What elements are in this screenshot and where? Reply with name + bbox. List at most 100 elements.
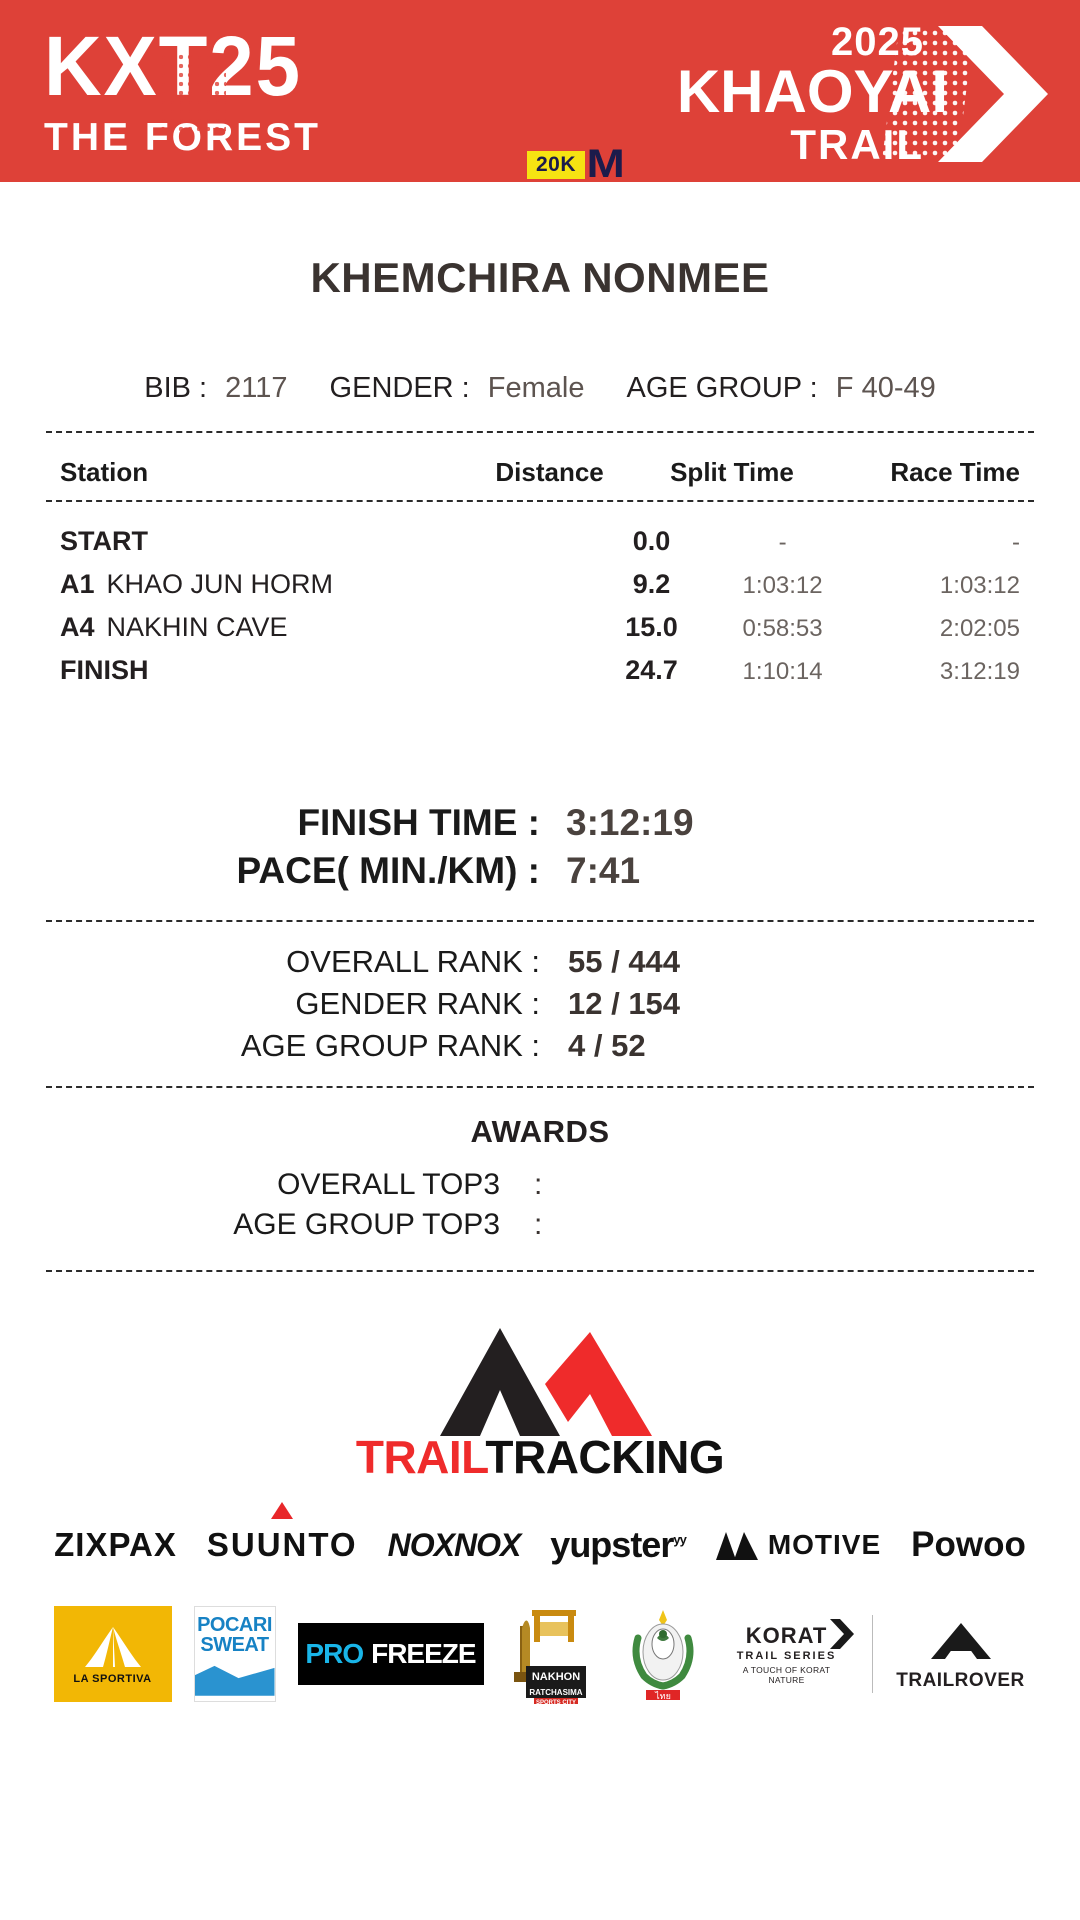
distance-cell: 9.2 [632,569,671,599]
sponsor-row-secondary: LA SPORTIVA POCARI SWEAT PRO FREEZE NAKH… [0,1602,1080,1706]
sponsor-trailrover: TRAILROVER [895,1617,1027,1692]
dot-pattern-icon [882,30,974,160]
pocari-wave-icon [194,1665,275,1696]
finish-time-value: 3:12:19 [566,802,694,843]
trailrover-mountain-icon [930,1622,991,1659]
race-cell: 2:02:05 [939,615,1020,642]
col-race-time: Race Time [890,457,1020,487]
la-sportiva-mountain-icon [84,1627,141,1667]
overall-rank-value: 55 / 444 [568,944,681,979]
distance-badge-label: 20K [527,151,586,179]
sponsor-korat-trail-series: KORAT TRAIL SERIES A TOUCH OF KORAT NATU… [724,1619,854,1685]
brand-word-trail: TRAIL [355,1431,486,1483]
svg-text:NAKHON: NAKHON [531,1671,579,1683]
x-mark-icon [938,26,1048,162]
profreeze-pro: PRO [305,1638,364,1669]
pace-label: PACE( MIN./KM) : [236,850,541,891]
event-logo-kxt: KXT25 THE FOREST [44,24,321,157]
race-cell: 3:12:19 [939,658,1020,685]
divider-awards-top [46,1086,1034,1088]
sponsor-motive: MOTIVE [715,1529,882,1561]
station-cell: A4 NAKHIN CAVE [60,606,600,649]
brand-wordmark: TRAILTRACKING [0,1430,1080,1484]
trailtracking-brand: TRAILTRACKING [0,1318,1080,1484]
race-cell: - [1012,529,1020,556]
award-row: OVERALL TOP3 : [0,1168,1080,1202]
split-cell: 0:58:53 [742,615,823,642]
suunto-triangle-icon [271,1502,294,1519]
svg-text:SPORTS CITY: SPORTS CITY [535,1700,575,1704]
sponsor-yupster: yupsteryy [550,1524,687,1566]
motive-wedge-icon [715,1532,758,1560]
table-row: A1 KHAO JUN HORM 9.2 1:03:12 1:03:12 [60,563,1020,606]
pocari-line1: POCARI [197,1614,272,1636]
athlete-name: KHEMCHIRA NONMEE [310,254,770,301]
station-cell: START [60,520,600,563]
sponsor-suunto: SUUNTO [206,1502,358,1564]
station-code: A4 [60,612,95,642]
age-group-top3-value: : [500,1208,980,1242]
athlete-meta: BIB : 2117 GENDER : Female AGE GROUP : F… [0,372,1080,405]
profreeze-freeze: FREEZE [371,1638,476,1669]
station-name: NAKHIN CAVE [106,612,288,642]
trailrover-label: TRAILROVER [896,1669,1025,1691]
age-group-label: AGE GROUP : [626,372,818,404]
table-header-row: Station Distance Split Time Race Time [60,447,1020,500]
awards-title: AWARDS [470,1114,610,1149]
pace-row: PACE( MIN./KM) : 7:41 [0,850,1080,892]
station-code: START [60,526,148,556]
pace-value: 7:41 [566,850,641,891]
nakhon-monument-icon: NAKHON RATCHASIMA SPORTS CITY [513,1610,586,1706]
rank-row: OVERALL RANK : 55 / 444 [0,944,1080,980]
distance-badge: 20K M [527,142,625,182]
gender-rank-value: 12 / 154 [568,986,681,1021]
province-seal-icon: ไทย [632,1610,693,1701]
gender-label: GENDER : [329,372,470,404]
yupster-mark-icon: yy [673,1532,687,1547]
split-cell: - [778,529,787,556]
bib-label: BIB : [144,372,208,404]
col-station: Station [60,457,149,487]
overall-top3-colon: : [534,1168,543,1201]
sponsor-powoo: Powoo [911,1525,1026,1564]
korat-series-label: TRAIL SERIES [736,1650,837,1662]
table-row: FINISH 24.7 1:10:14 3:12:19 [60,649,1020,692]
finish-time-label: FINISH TIME : [297,802,540,843]
korat-name: KORAT [724,1619,854,1649]
table-row: START 0.0 - - [60,520,1020,563]
sponsor-la-sportiva: LA SPORTIVA [53,1606,172,1702]
overall-rank-label: OVERALL RANK : [286,944,540,979]
gender-field: GENDER : Female [330,372,585,405]
age-group-top3-label: AGE GROUP TOP3 [233,1208,500,1241]
sponsor-row-primary: ZIXPAX SUUNTO NOXNOX yupsteryy MOTIVE Po… [0,1502,1080,1580]
age-group-value: F 40-49 [835,372,936,404]
split-cell: 1:10:14 [742,658,823,685]
station-code: FINISH [60,655,149,685]
badge-m-icon: M [586,142,625,182]
distance-cell: 0.0 [632,526,671,556]
distance-cell: 15.0 [625,612,678,642]
col-distance: Distance [495,457,604,487]
col-split-time: Split Time [670,457,794,487]
khaoyai-trail-logo: 2025 KHAOYAI TRAIL [652,18,1052,168]
age-group-rank-value: 4 / 52 [568,1028,646,1063]
sponsor-divider [871,1615,873,1693]
brand-word-tracking: TRACKING [485,1431,725,1483]
station-name: KHAO JUN HORM [106,569,334,599]
divider-header [46,500,1034,502]
divider-top [46,431,1034,433]
gender-rank-label: GENDER RANK : [295,986,540,1021]
pocari-line2: SWEAT [200,1634,269,1657]
rank-row: AGE GROUP RANK : 4 / 52 [0,1028,1080,1064]
station-cell: A1 KHAO JUN HORM [60,563,600,606]
sponsor-suunto-label: SUUNTO [206,1526,358,1563]
divider-awards-bottom [46,1270,1034,1272]
finish-time-row: FINISH TIME : 3:12:19 [0,802,1080,844]
svg-text:ไทย: ไทย [654,1691,671,1701]
sponsor-pro-freeze: PRO FREEZE [297,1623,484,1685]
svg-text:RATCHASIMA: RATCHASIMA [529,1688,582,1697]
sponsor-motive-label: MOTIVE [767,1529,882,1560]
overall-top3-value: : [500,1168,980,1202]
splits-table: Station Distance Split Time Race Time [60,447,1020,500]
